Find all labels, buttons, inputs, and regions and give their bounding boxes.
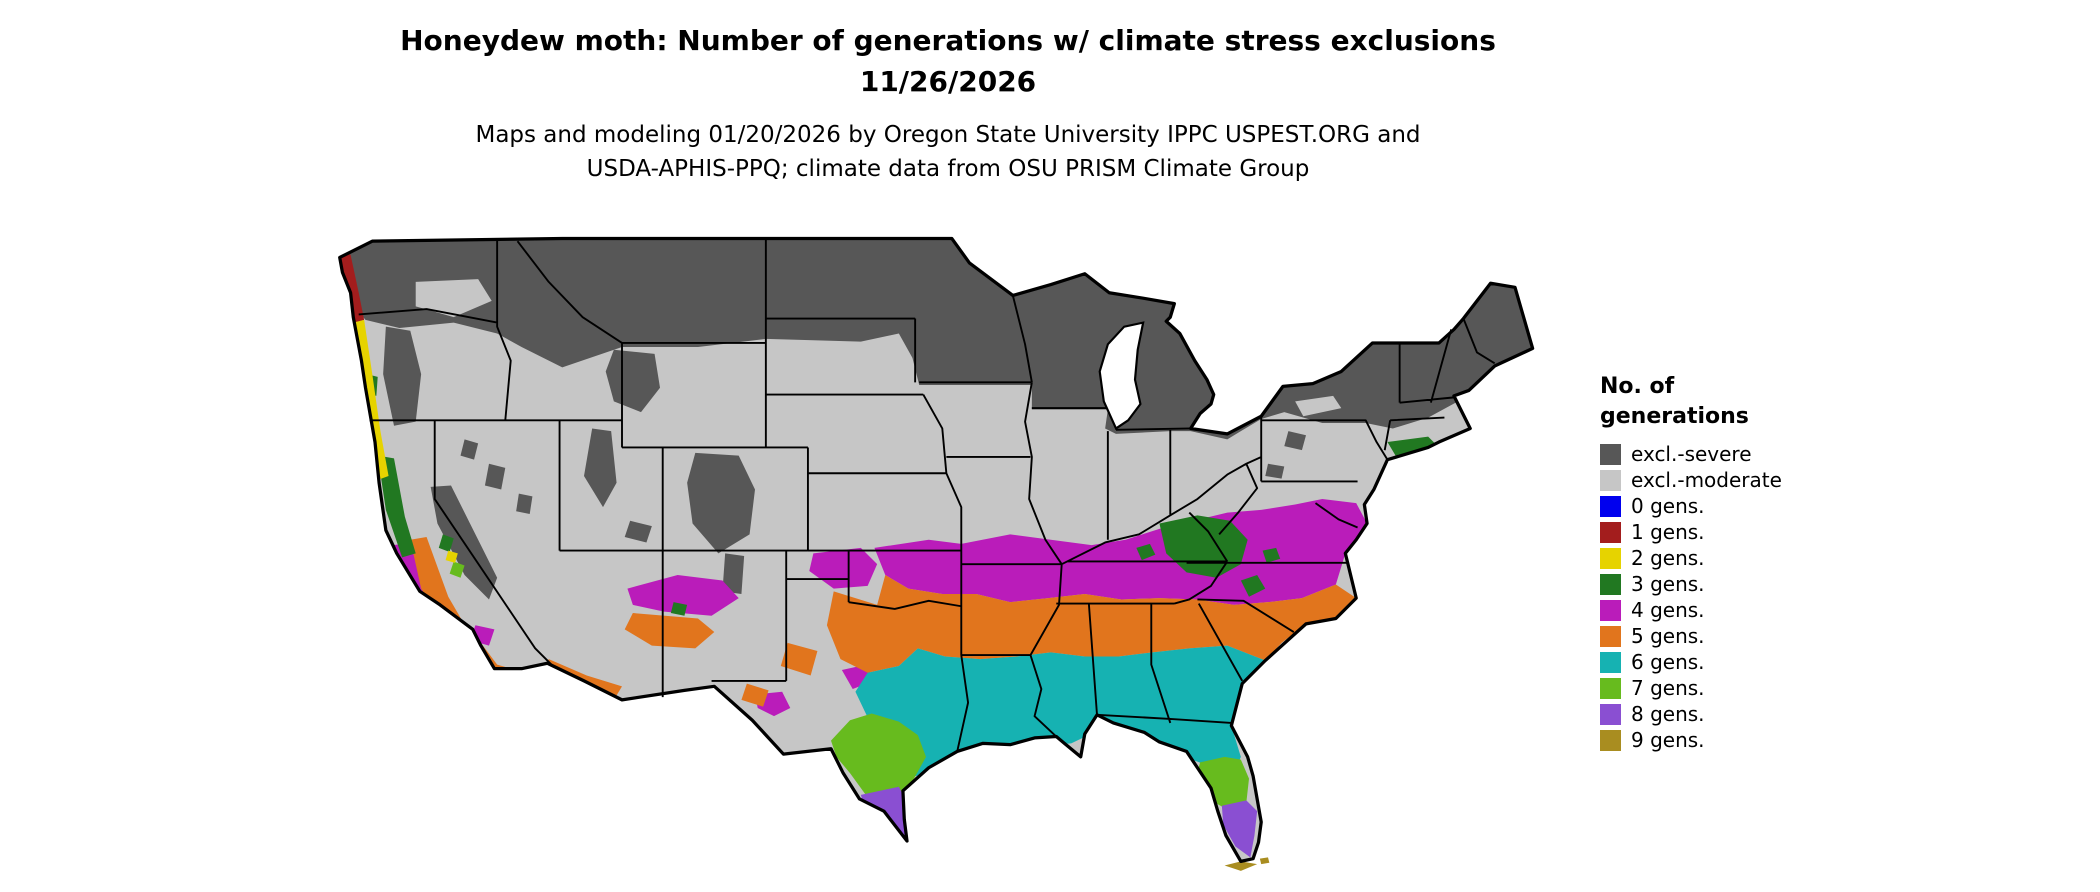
legend-item: 5 gens. [1600, 623, 1782, 649]
legend-swatch [1600, 625, 1621, 647]
legend-label: 0 gens. [1631, 494, 1705, 518]
legend-title-line-1: No. of [1600, 374, 1675, 399]
legend-item: 2 gens. [1600, 545, 1782, 571]
legend-swatch [1600, 651, 1621, 673]
legend-label: excl.-moderate [1631, 468, 1782, 492]
legend-label: excl.-severe [1631, 442, 1752, 466]
legend-label: 9 gens. [1631, 728, 1705, 752]
map-regions [339, 238, 1533, 862]
region-8-gens [860, 786, 1258, 858]
legend-item: 3 gens. [1600, 571, 1782, 597]
region-3-gens [365, 374, 1437, 616]
legend-title-line-2: generations [1600, 404, 1749, 429]
legend-item: excl.-moderate [1600, 467, 1782, 493]
region-9-gens-keys [1224, 857, 1270, 871]
figure-title: Honeydew moth: Number of generations w/ … [400, 24, 1496, 57]
legend-label: 5 gens. [1631, 624, 1705, 648]
subtitle-line-1: Maps and modeling 01/20/2026 by Oregon S… [475, 122, 1421, 148]
legend-label: 1 gens. [1631, 520, 1705, 544]
legend-label: 8 gens. [1631, 702, 1705, 726]
region-5-gens [410, 537, 1357, 707]
region-6-gens [551, 645, 1266, 779]
legend-item: 4 gens. [1600, 597, 1782, 623]
legend: No. of generations excl.-severe excl.-mo… [1600, 372, 1782, 753]
figure-date: 11/26/2026 [859, 65, 1037, 98]
legend-item: excl.-severe [1600, 441, 1782, 467]
legend-label: 2 gens. [1631, 546, 1705, 570]
us-generations-map [318, 218, 1553, 890]
legend-item: 0 gens. [1600, 493, 1782, 519]
legend-item: 6 gens. [1600, 649, 1782, 675]
legend-label: 3 gens. [1631, 572, 1705, 596]
state-borders [358, 238, 1496, 752]
legend-item: 7 gens. [1600, 675, 1782, 701]
legend-swatch [1600, 443, 1621, 465]
subtitle-line-2: USDA-APHIS-PPQ; climate data from OSU PR… [586, 156, 1310, 182]
title-block: Honeydew moth: Number of generations w/ … [298, 20, 1598, 186]
legend-items: excl.-severe excl.-moderate 0 gens. 1 ge… [1600, 441, 1782, 753]
legend-swatch [1600, 469, 1621, 491]
subtitle-block: Maps and modeling 01/20/2026 by Oregon S… [298, 118, 1598, 186]
legend-swatch [1600, 729, 1621, 751]
region-7-gens [449, 561, 1250, 812]
legend-label: 7 gens. [1631, 676, 1705, 700]
legend-swatch [1600, 495, 1621, 517]
us-outline [338, 236, 1535, 864]
legend-swatch [1600, 599, 1621, 621]
lake-michigan [1098, 321, 1145, 431]
legend-item: 8 gens. [1600, 701, 1782, 727]
legend-swatch [1600, 677, 1621, 699]
us-map-svg [338, 236, 1535, 871]
legend-swatch [1600, 521, 1621, 543]
legend-item: 9 gens. [1600, 727, 1782, 753]
legend-item: 1 gens. [1600, 519, 1782, 545]
legend-label: 6 gens. [1631, 650, 1705, 674]
legend-label: 4 gens. [1631, 598, 1705, 622]
legend-swatch [1600, 573, 1621, 595]
legend-swatch [1600, 703, 1621, 725]
legend-swatch [1600, 547, 1621, 569]
region-4-gens [394, 499, 1368, 717]
